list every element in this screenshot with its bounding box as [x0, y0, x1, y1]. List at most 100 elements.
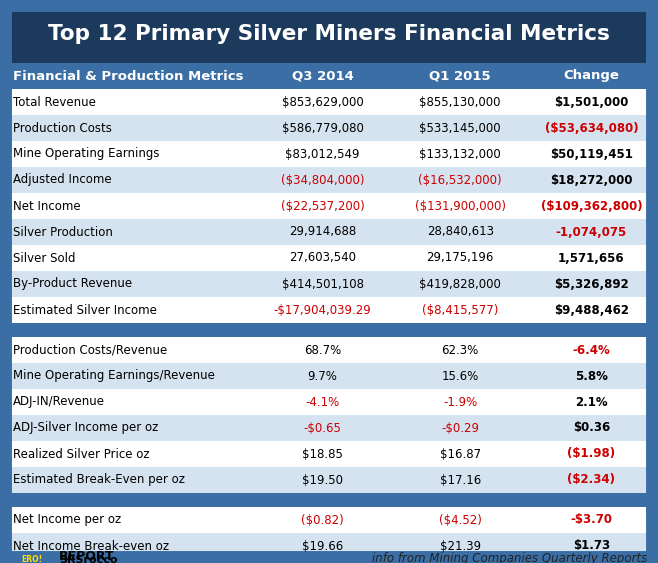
Bar — [5, 493, 653, 507]
Bar — [530, 219, 653, 245]
Bar — [5, 323, 653, 337]
Text: Adjusted Income: Adjusted Income — [13, 173, 112, 186]
Bar — [5, 441, 255, 467]
Text: $83,012,549: $83,012,549 — [286, 148, 360, 160]
Text: -6.4%: -6.4% — [572, 343, 611, 356]
Text: Total Revenue: Total Revenue — [13, 96, 96, 109]
Text: $419,828,000: $419,828,000 — [419, 278, 501, 291]
Bar — [391, 297, 530, 323]
Text: Net Income: Net Income — [13, 199, 81, 212]
Text: $18.85: $18.85 — [302, 448, 343, 461]
Text: Realized Silver Price oz: Realized Silver Price oz — [13, 448, 149, 461]
Bar — [530, 337, 653, 363]
Text: $9,488,462: $9,488,462 — [554, 303, 629, 316]
Text: 9.7%: 9.7% — [307, 369, 338, 382]
Text: $21.39: $21.39 — [440, 539, 481, 552]
Bar — [530, 245, 653, 271]
Bar — [530, 271, 653, 297]
Text: ($34,804,000): ($34,804,000) — [281, 173, 365, 186]
Bar — [5, 167, 255, 193]
Text: ($16,532,000): ($16,532,000) — [418, 173, 502, 186]
Text: Change: Change — [563, 69, 619, 83]
Text: ($22,537,200): ($22,537,200) — [281, 199, 365, 212]
Text: Q1 2015: Q1 2015 — [430, 69, 491, 83]
Bar — [391, 533, 530, 559]
Bar — [5, 63, 255, 89]
Text: info from Mining Companies Quarterly Reports: info from Mining Companies Quarterly Rep… — [372, 552, 647, 563]
Bar — [5, 558, 653, 559]
Bar — [255, 337, 391, 363]
Bar — [391, 389, 530, 415]
Bar — [5, 245, 255, 271]
Bar — [255, 467, 391, 493]
Bar — [391, 245, 530, 271]
Bar — [530, 167, 653, 193]
Bar — [5, 337, 255, 363]
Bar — [530, 63, 653, 89]
Text: -1,074,075: -1,074,075 — [556, 226, 627, 239]
Bar — [530, 533, 653, 559]
Text: Production Costs: Production Costs — [13, 122, 112, 135]
Text: $586,779,080: $586,779,080 — [282, 122, 363, 135]
Text: Mine Operating Earnings/Revenue: Mine Operating Earnings/Revenue — [13, 369, 215, 382]
Text: $855,130,000: $855,130,000 — [419, 96, 501, 109]
Text: $0.36: $0.36 — [573, 422, 610, 435]
Text: ERO!: ERO! — [21, 555, 43, 563]
Bar — [530, 467, 653, 493]
Bar — [530, 441, 653, 467]
Bar — [530, 89, 653, 115]
Bar — [5, 115, 255, 141]
Bar — [5, 141, 255, 167]
Bar — [255, 141, 391, 167]
Text: $17.16: $17.16 — [440, 473, 481, 486]
Bar — [5, 297, 255, 323]
Text: 68.7%: 68.7% — [304, 343, 341, 356]
Text: ($131,900,000): ($131,900,000) — [415, 199, 506, 212]
Bar — [530, 389, 653, 415]
Text: $1,501,000: $1,501,000 — [554, 96, 628, 109]
Text: $133,132,000: $133,132,000 — [419, 148, 501, 160]
Bar — [255, 533, 391, 559]
Text: -4.1%: -4.1% — [305, 395, 340, 409]
Bar — [5, 89, 255, 115]
Text: Silver Sold: Silver Sold — [13, 252, 76, 265]
Bar — [5, 389, 255, 415]
Bar — [530, 115, 653, 141]
Bar — [5, 363, 255, 389]
Text: 29,914,688: 29,914,688 — [289, 226, 356, 239]
Bar — [391, 507, 530, 533]
Text: -1.9%: -1.9% — [443, 395, 477, 409]
Text: 27,603,540: 27,603,540 — [289, 252, 356, 265]
Text: 1,571,656: 1,571,656 — [558, 252, 624, 265]
Text: ADJ-IN/Revenue: ADJ-IN/Revenue — [13, 395, 105, 409]
Bar — [391, 167, 530, 193]
Bar — [5, 271, 255, 297]
Bar — [255, 271, 391, 297]
Bar — [391, 63, 530, 89]
Text: Estimated Silver Income: Estimated Silver Income — [13, 303, 157, 316]
Bar — [255, 63, 391, 89]
Bar — [255, 389, 391, 415]
Bar — [5, 5, 653, 63]
Text: $19.50: $19.50 — [302, 473, 343, 486]
Bar — [255, 89, 391, 115]
Bar — [255, 415, 391, 441]
Text: Top 12 Primary Silver Miners Financial Metrics: Top 12 Primary Silver Miners Financial M… — [48, 24, 610, 44]
Bar — [391, 219, 530, 245]
Text: 2.1%: 2.1% — [575, 395, 608, 409]
Bar — [255, 507, 391, 533]
Bar — [13, 552, 51, 563]
Text: $18,272,000: $18,272,000 — [550, 173, 633, 186]
Text: ($53,634,080): ($53,634,080) — [545, 122, 638, 135]
Bar — [391, 337, 530, 363]
Bar — [255, 297, 391, 323]
Text: 5.8%: 5.8% — [575, 369, 608, 382]
Text: -$0.65: -$0.65 — [303, 422, 342, 435]
Bar — [530, 193, 653, 219]
Bar — [5, 507, 255, 533]
Text: Silver Production: Silver Production — [13, 226, 113, 239]
Bar — [530, 415, 653, 441]
Bar — [530, 363, 653, 389]
Bar — [5, 219, 255, 245]
Text: Net Income Break-even oz: Net Income Break-even oz — [13, 539, 169, 552]
